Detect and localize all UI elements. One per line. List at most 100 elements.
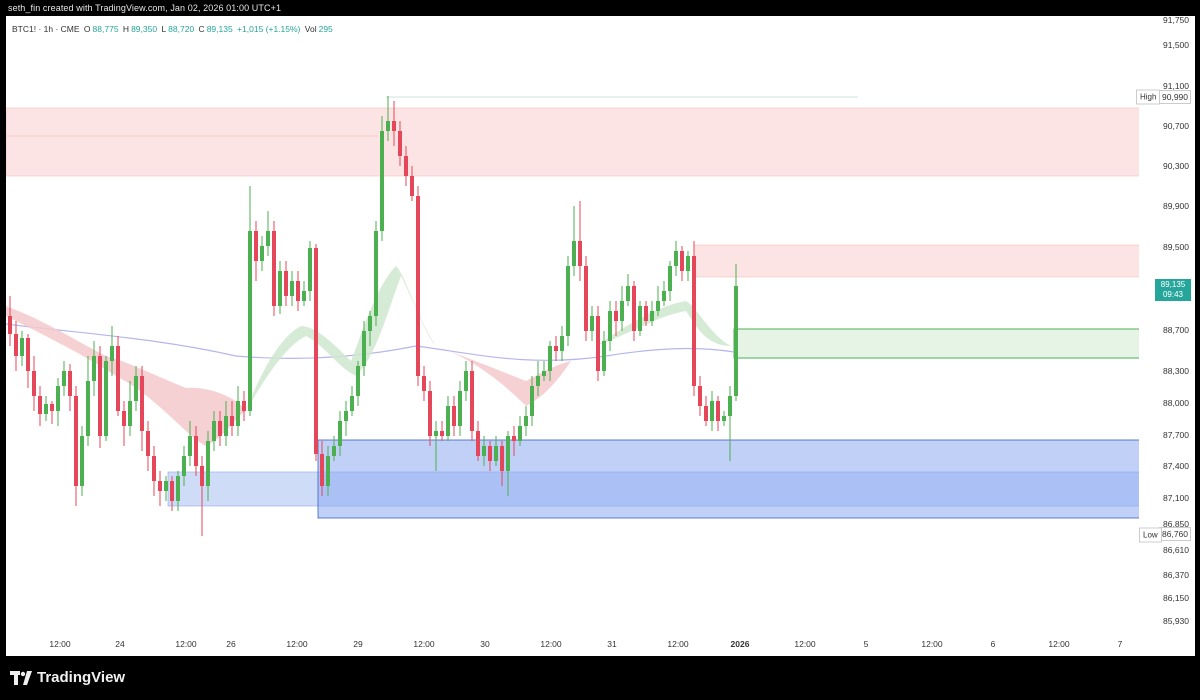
candle-body <box>530 386 534 416</box>
chart-panel[interactable]: BTC1! · 1h · CME O 88,775 H 89,350 L 88,720… <box>6 16 1195 656</box>
candle-body <box>482 446 486 456</box>
price-tick: 90,700 <box>1163 121 1189 131</box>
candle-body <box>236 401 240 426</box>
candle-body <box>452 406 456 426</box>
candle-body <box>176 476 180 501</box>
price-tick: 88,000 <box>1163 398 1189 408</box>
candle-body <box>602 341 606 371</box>
candle-body <box>320 454 324 486</box>
open-label: O <box>83 24 91 34</box>
candle-body <box>500 446 504 471</box>
candle-body <box>224 416 228 436</box>
candle-body <box>20 338 24 356</box>
candle-body <box>308 248 312 291</box>
candle-body <box>278 271 282 306</box>
candle-body <box>704 406 708 421</box>
candle-body <box>536 376 540 386</box>
candle-body <box>662 291 666 301</box>
target-zone <box>733 328 1139 359</box>
candle-body <box>302 291 306 301</box>
candle-body <box>206 441 210 486</box>
time-tick: 6 <box>990 639 996 649</box>
price-tick: 89,900 <box>1163 201 1189 211</box>
candle-body <box>122 411 126 426</box>
high-price-value: 90,990 <box>1159 90 1191 104</box>
candle-body <box>140 376 144 431</box>
time-tick: 12:00 <box>175 639 197 649</box>
candle-body <box>110 346 114 361</box>
price-tick: 91,750 <box>1163 16 1189 25</box>
supply-zone-lower <box>693 244 1139 278</box>
bar-countdown: 09:43 <box>1162 290 1184 299</box>
candle-body <box>584 266 588 331</box>
candle-body <box>128 401 132 426</box>
candle-body <box>188 436 192 456</box>
moving-average-line <box>6 323 735 361</box>
current-price-badge: 89,135 09:43 <box>1155 279 1191 301</box>
candle-body <box>356 366 360 396</box>
time-tick: 12:00 <box>540 639 562 649</box>
price-tick: 87,400 <box>1163 461 1189 471</box>
price-tick: 86,150 <box>1163 593 1189 603</box>
price-tick: 86,370 <box>1163 570 1189 580</box>
candle-body <box>26 338 30 371</box>
candle-body <box>368 316 372 331</box>
candle-body <box>146 431 150 456</box>
price-tick: 91,100 <box>1163 81 1189 91</box>
candle-body <box>428 391 432 436</box>
candle-body <box>692 256 696 386</box>
supply-zone-upper <box>6 107 1139 177</box>
candle-body <box>56 386 60 411</box>
candles-layer <box>8 96 738 536</box>
candle-body <box>596 316 600 371</box>
candle-body <box>86 381 90 436</box>
symbol-label[interactable]: BTC1! · 1h · CME <box>12 24 80 34</box>
time-tick: 30 <box>480 639 490 649</box>
brand-name: TradingView <box>37 669 126 686</box>
candle-body <box>314 248 318 454</box>
candle-body <box>560 336 564 351</box>
candle-body <box>164 481 168 491</box>
ema-ribbon <box>6 306 246 446</box>
candle-body <box>608 311 612 341</box>
candle-body <box>578 241 582 266</box>
candle-body <box>350 396 354 411</box>
candle-body <box>542 371 546 376</box>
candle-body <box>620 301 624 321</box>
candle-body <box>194 436 198 466</box>
ema-ribbon <box>436 346 571 406</box>
tradingview-logo[interactable]: TradingView <box>10 669 125 686</box>
candle-body <box>212 421 216 441</box>
ema-ribbon <box>596 301 731 346</box>
price-tick: 88,300 <box>1163 366 1189 376</box>
candle-body <box>50 404 54 411</box>
candle-body <box>242 401 246 411</box>
price-chart[interactable] <box>6 16 1139 656</box>
volume-label: Vol <box>304 24 317 34</box>
candle-body <box>668 266 672 291</box>
time-tick: 26 <box>226 639 236 649</box>
candle-body <box>422 376 426 391</box>
candle-body <box>524 416 528 426</box>
candle-body <box>14 334 18 356</box>
candle-body <box>464 371 468 391</box>
candle-body <box>440 431 444 436</box>
ema-ribbon <box>246 266 436 411</box>
candle-body <box>284 271 288 296</box>
time-axis[interactable]: 12:00 24 12:00 26 12:00 29 12:00 30 12:0… <box>6 630 1139 656</box>
change-value: +1,015 (+1.15%) <box>237 24 301 34</box>
candle-body <box>686 256 690 271</box>
candle-body <box>512 436 516 441</box>
candle-body <box>248 231 252 411</box>
candle-body <box>296 281 300 301</box>
candle-body <box>722 416 726 421</box>
candle-body <box>554 346 558 351</box>
candle-body <box>8 316 12 334</box>
low-value: 88,720 <box>168 24 195 34</box>
price-axis[interactable]: 91,750 91,500 91,100 90,700 90,300 89,90… <box>1139 16 1195 656</box>
candle-body <box>98 356 102 436</box>
candle-body <box>260 246 264 261</box>
candle-body <box>62 371 66 386</box>
time-tick: 12:00 <box>667 639 689 649</box>
